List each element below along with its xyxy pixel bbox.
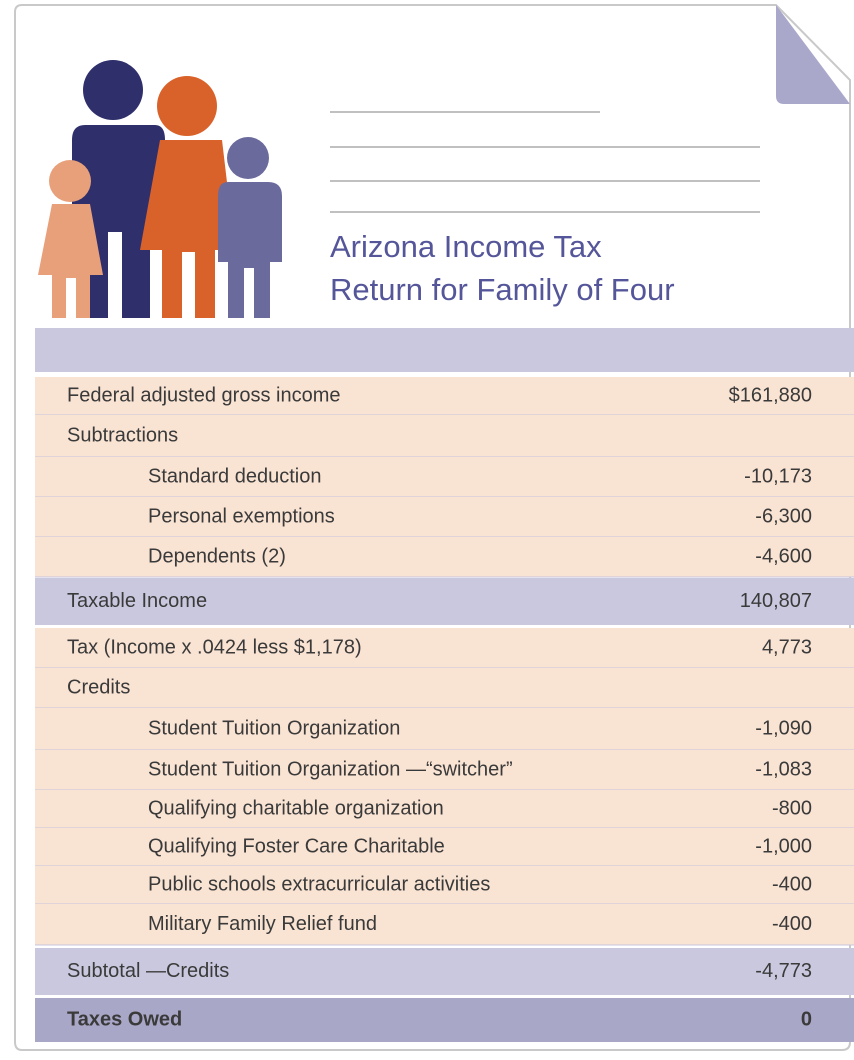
row-label: Qualifying charitable organization xyxy=(148,797,444,819)
row-value: -1,000 xyxy=(755,835,812,857)
row-label: Credits xyxy=(67,676,130,698)
row-background xyxy=(35,790,854,828)
row-label: Personal exemptions xyxy=(148,505,335,527)
row-background xyxy=(35,828,854,866)
row-label: Subtotal —Credits xyxy=(67,960,229,982)
family-illustration xyxy=(38,60,282,318)
row-label: Military Family Relief fund xyxy=(148,913,377,935)
row-value: -6,300 xyxy=(755,505,812,527)
row-label: Standard deduction xyxy=(148,465,321,487)
row-label: Subtractions xyxy=(67,424,178,446)
row-background xyxy=(35,415,854,457)
row-label: Taxes Owed xyxy=(67,1008,182,1030)
row-value: -1,083 xyxy=(755,758,812,780)
row-label: Federal adjusted gross income xyxy=(67,384,340,406)
row-label: Student Tuition Organization —“switcher” xyxy=(148,758,513,780)
row-value: -1,090 xyxy=(755,717,812,739)
row-background xyxy=(35,904,854,945)
rule-lines xyxy=(330,111,760,213)
row-value: -4,773 xyxy=(755,960,812,982)
row-label: Tax (Income x .0424 less $1,178) xyxy=(67,636,362,658)
row-background xyxy=(35,948,854,995)
folded-corner xyxy=(776,5,850,104)
row-label: Dependents (2) xyxy=(148,545,286,567)
row-background xyxy=(35,578,854,625)
row-value: -10,173 xyxy=(744,465,812,487)
row-value: 4,773 xyxy=(762,636,812,658)
row-background xyxy=(35,998,854,1042)
row-background xyxy=(35,497,854,537)
row-value: $161,880 xyxy=(729,384,812,406)
row-label: Qualifying Foster Care Charitable xyxy=(148,835,445,857)
row-background xyxy=(35,866,854,904)
header-band xyxy=(35,328,854,372)
row-value: -4,600 xyxy=(755,545,812,567)
row-value: -400 xyxy=(772,913,812,935)
row-label: Taxable Income xyxy=(67,590,207,612)
row-background xyxy=(35,708,854,750)
row-value: 140,807 xyxy=(740,590,812,612)
title-line: Return for Family of Four xyxy=(330,272,675,307)
row-background xyxy=(35,537,854,577)
row-background xyxy=(35,628,854,668)
row-background xyxy=(35,377,854,415)
row-background xyxy=(35,750,854,790)
row-value: -800 xyxy=(772,797,812,819)
row-background xyxy=(35,668,854,708)
title-line: Arizona Income Tax xyxy=(330,229,602,264)
row-label: Public schools extracurricular activitie… xyxy=(148,873,490,895)
row-value: -400 xyxy=(772,873,812,895)
row-background xyxy=(35,457,854,497)
row-value: 0 xyxy=(801,1008,812,1030)
row-label: Student Tuition Organization xyxy=(148,717,400,739)
table: Federal adjusted gross income $161,880 Sub… xyxy=(35,377,854,1042)
